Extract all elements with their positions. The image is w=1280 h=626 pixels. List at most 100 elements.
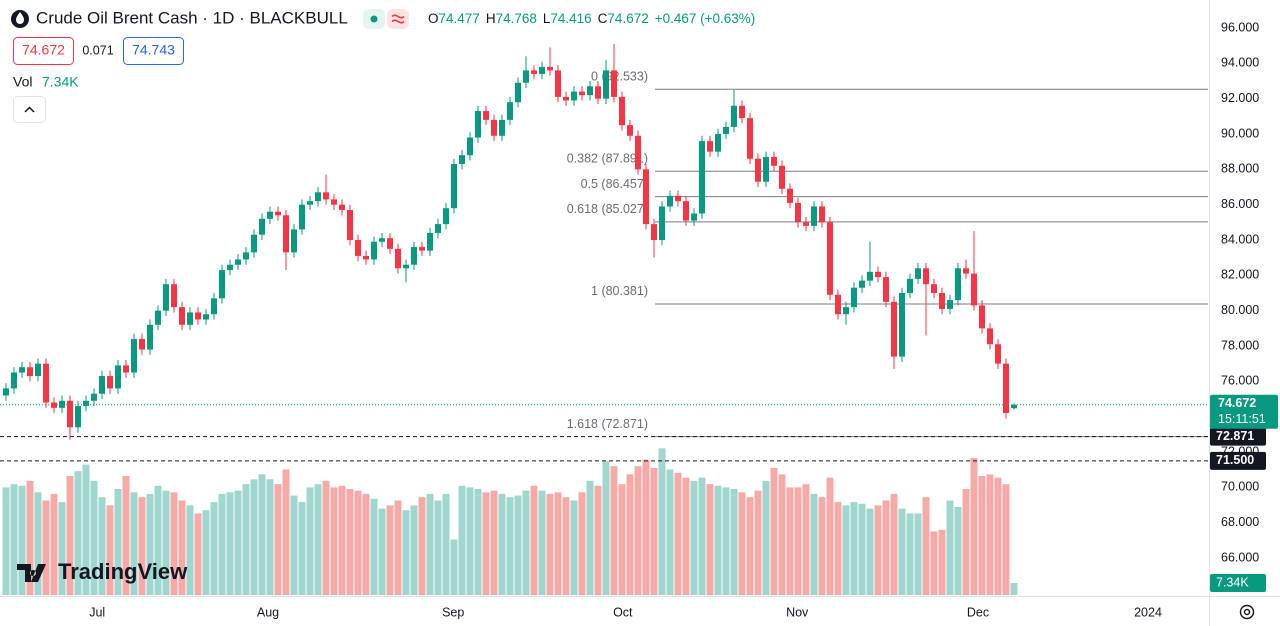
volume-bar bbox=[18, 485, 26, 595]
vol-label: Vol bbox=[13, 74, 32, 90]
volume-bar bbox=[138, 497, 146, 595]
candle-body bbox=[11, 372, 17, 389]
candle-body bbox=[891, 301, 897, 357]
settings-icon[interactable] bbox=[1239, 604, 1255, 620]
volume-bar bbox=[850, 502, 858, 595]
y-tick-label: 86.000 bbox=[1221, 197, 1259, 211]
candle-body bbox=[291, 229, 297, 253]
volume-bar bbox=[482, 492, 490, 595]
candle-body bbox=[955, 268, 961, 301]
volume-bar bbox=[802, 484, 810, 595]
candle-body bbox=[83, 400, 89, 407]
candle-body bbox=[267, 211, 273, 219]
candle-body bbox=[395, 248, 401, 269]
y-tick-label: 92.000 bbox=[1221, 91, 1259, 105]
volume-bar bbox=[186, 505, 194, 595]
candle-body bbox=[27, 367, 33, 377]
candle-body bbox=[507, 102, 513, 120]
candle-body bbox=[747, 118, 753, 159]
volume-bar bbox=[442, 493, 450, 595]
y-tick-label: 82.000 bbox=[1221, 268, 1259, 282]
y-tick-label: 88.000 bbox=[1221, 162, 1259, 176]
sell-price[interactable]: 74.672 bbox=[22, 42, 65, 58]
x-tick-label: Dec bbox=[967, 605, 989, 619]
spread: 0.071 bbox=[82, 43, 113, 57]
candle-body bbox=[859, 280, 865, 288]
volume-bar bbox=[426, 493, 434, 595]
collapse-button[interactable] bbox=[13, 96, 46, 123]
header: Crude Oil Brent Cash · 1D · BLACKBULL O7… bbox=[11, 8, 755, 123]
sell-button[interactable] bbox=[13, 37, 74, 65]
candle-body bbox=[19, 367, 25, 373]
candle-body bbox=[867, 271, 873, 281]
x-tick-label: Sep bbox=[442, 605, 464, 619]
candle-body bbox=[947, 300, 953, 309]
candle-body bbox=[811, 206, 817, 226]
candle-body bbox=[587, 86, 593, 96]
candle-body bbox=[875, 271, 881, 278]
candle-body bbox=[227, 264, 233, 271]
candle-body bbox=[539, 66, 545, 74]
buy-button[interactable] bbox=[123, 37, 184, 65]
gear[interactable] bbox=[1239, 604, 1255, 620]
candle-body bbox=[115, 365, 121, 389]
candle-body bbox=[883, 277, 889, 302]
candle-body bbox=[435, 224, 441, 233]
volume-bar bbox=[354, 490, 362, 595]
candle-body bbox=[363, 255, 369, 260]
volume-bar bbox=[386, 505, 394, 595]
y-tick-label: 70.000 bbox=[1221, 480, 1259, 494]
candle-body bbox=[131, 338, 137, 373]
candle-body bbox=[667, 195, 673, 207]
candle-body bbox=[195, 312, 201, 320]
volume-bar bbox=[578, 492, 586, 595]
candle-body bbox=[523, 70, 529, 83]
y-tick-label: 90.000 bbox=[1221, 126, 1259, 140]
volume-bar bbox=[602, 461, 610, 595]
volume-bar bbox=[410, 505, 418, 595]
volume-bar bbox=[218, 493, 226, 595]
candle-body bbox=[515, 82, 521, 103]
price-badge bbox=[1210, 427, 1266, 446]
candle-body bbox=[579, 91, 585, 96]
volume-bar bbox=[746, 497, 754, 595]
volume-bar bbox=[474, 489, 482, 595]
volume-bar bbox=[778, 474, 786, 595]
candle-body bbox=[75, 406, 81, 428]
volume-bar bbox=[370, 498, 378, 595]
volume-bar bbox=[586, 480, 594, 595]
buy-price[interactable]: 74.743 bbox=[132, 42, 175, 58]
logo: TradingView bbox=[17, 559, 188, 584]
volume-bar bbox=[266, 479, 274, 595]
candle-body bbox=[915, 268, 921, 279]
candle-body bbox=[379, 238, 385, 242]
candle-body bbox=[691, 213, 697, 221]
volume-bar bbox=[362, 493, 370, 595]
volume-bar bbox=[690, 480, 698, 595]
volume-bar bbox=[874, 505, 882, 595]
candle-body bbox=[707, 141, 713, 152]
candle-body bbox=[659, 206, 665, 241]
countdown-text: 15:11:51 bbox=[1218, 412, 1266, 426]
candle-body bbox=[563, 96, 569, 101]
delayed-pill[interactable] bbox=[387, 9, 409, 29]
candle-body bbox=[403, 264, 409, 269]
candle-body bbox=[99, 376, 105, 394]
volume-bar bbox=[178, 500, 186, 595]
volume-bar bbox=[1002, 484, 1010, 595]
volume-bar bbox=[274, 484, 282, 595]
volume-bar bbox=[930, 531, 938, 595]
candle-body bbox=[699, 141, 705, 214]
volume-bar bbox=[98, 497, 106, 595]
volume-bar bbox=[938, 529, 946, 595]
y-tick-label: 76.000 bbox=[1221, 374, 1259, 388]
gear-hub[interactable] bbox=[1243, 608, 1251, 616]
volume-bar bbox=[490, 490, 498, 595]
candle-body bbox=[723, 126, 729, 135]
candle-body bbox=[931, 284, 937, 294]
y-tick-label: 94.000 bbox=[1221, 56, 1259, 70]
volume-bar bbox=[698, 477, 706, 595]
candle-body bbox=[219, 270, 225, 299]
candle-body bbox=[643, 169, 649, 225]
logo-text: TradingView bbox=[58, 559, 188, 584]
